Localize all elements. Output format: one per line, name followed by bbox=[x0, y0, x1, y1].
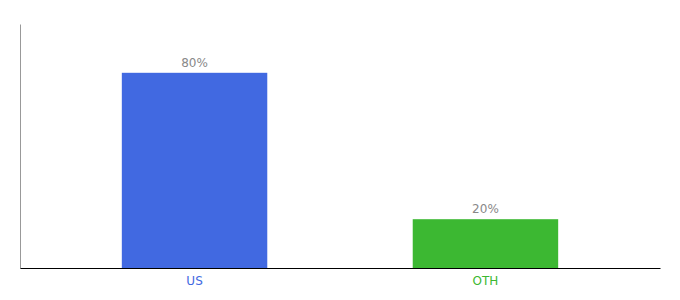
bars bbox=[122, 73, 558, 268]
x-tick-label: OTH bbox=[473, 274, 499, 288]
data-label: 20% bbox=[472, 202, 499, 216]
plot-area: US OTH 80% 20% bbox=[21, 25, 661, 288]
chart-svg: US OTH 80% 20% bbox=[0, 0, 680, 300]
x-tick-label: US bbox=[186, 274, 202, 288]
y-axis bbox=[20, 25, 21, 269]
chart-container: US OTH 80% 20% bbox=[0, 0, 680, 300]
x-tick: OTH bbox=[473, 274, 499, 288]
x-tick: US bbox=[186, 274, 202, 288]
y-axis-line bbox=[20, 25, 21, 269]
x-axis-line bbox=[21, 268, 661, 269]
bar bbox=[122, 73, 267, 268]
x-axis: US OTH bbox=[21, 269, 661, 288]
bar bbox=[413, 219, 558, 268]
data-labels: 80% 20% bbox=[181, 56, 499, 216]
data-label: 80% bbox=[181, 56, 208, 70]
